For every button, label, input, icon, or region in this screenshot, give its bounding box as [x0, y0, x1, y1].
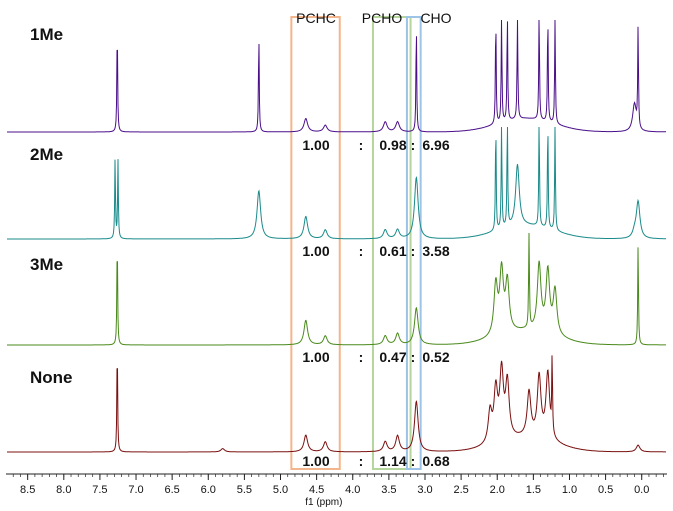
ratio-label-none-2: 1.14: [379, 453, 406, 469]
x-tick-label-8.5: 8.5: [20, 484, 35, 496]
x-tick-label-4.5: 4.5: [309, 484, 324, 496]
x-tick-label-7.0: 7.0: [128, 484, 143, 496]
series-label-2me: 2Me: [30, 145, 63, 164]
ratio-label-3me-3: :: [411, 349, 416, 365]
region-label-pcho: PCHO: [362, 10, 403, 26]
ratio-label-3me-4: 0.52: [422, 349, 449, 365]
ratio-label-none-0: 1.00: [302, 453, 329, 469]
region-label-pchc: PCHC: [296, 10, 336, 26]
x-tick-label-2.5: 2.5: [453, 484, 468, 496]
region-box-pcho: [371, 16, 412, 470]
x-tick-label-1.0: 1.0: [562, 484, 577, 496]
spectra-layer: [7, 19, 666, 453]
ratio-label-2me-2: 0.61: [379, 243, 406, 259]
spectrum-line-2me: [7, 126, 666, 240]
ratio-label-none-1: :: [359, 453, 364, 469]
x-tick-label-5.5: 5.5: [237, 484, 252, 496]
x-tick-label-7.5: 7.5: [92, 484, 107, 496]
label-layer: PCHC PCHO CHO1Me1.00:0.98:6.962Me1.00:0.61…: [30, 10, 452, 469]
x-tick-label-0.5: 0.5: [598, 484, 613, 496]
ratio-label-1me-1: :: [359, 137, 364, 153]
ratio-label-2me-4: 3.58: [422, 243, 449, 259]
x-tick-label-2.0: 2.0: [490, 484, 505, 496]
spectrum-line-3me: [7, 232, 666, 346]
series-label-none: None: [30, 368, 73, 387]
ratio-label-3me-1: :: [359, 349, 364, 365]
ratio-label-1me-0: 1.00: [302, 137, 329, 153]
x-tick-label-3.0: 3.0: [417, 484, 432, 496]
x-tick-label-1.5: 1.5: [526, 484, 541, 496]
ratio-label-2me-1: :: [359, 243, 364, 259]
region-label-cho: CHO: [420, 10, 451, 26]
spectrum-line-none: [7, 355, 666, 453]
ratio-label-none-3: :: [411, 453, 416, 469]
ratio-label-none-4: 0.68: [422, 453, 449, 469]
ratio-label-2me-0: 1.00: [302, 243, 329, 259]
x-tick-label-4.0: 4.0: [345, 484, 360, 496]
ratio-label-2me-3: :: [411, 243, 416, 259]
x-tick-label-5.0: 5.0: [273, 484, 288, 496]
region-highlight-layer: [290, 16, 422, 470]
ratio-label-1me-4: 6.96: [422, 137, 449, 153]
spectrum-line-1me: [7, 19, 666, 133]
x-tick-label-6.0: 6.0: [201, 484, 216, 496]
x-tick-label-8.0: 8.0: [56, 484, 71, 496]
ratio-label-3me-2: 0.47: [379, 349, 406, 365]
ratio-label-3me-0: 1.00: [302, 349, 329, 365]
x-tick-label-6.5: 6.5: [165, 484, 180, 496]
region-box-cho: [405, 16, 422, 470]
series-label-3me: 3Me: [30, 255, 63, 274]
x-tick-label-3.5: 3.5: [381, 484, 396, 496]
x-axis: 8.5 8.0 7.5 7.0 6.5 6.0 5.5 5.0 4.5 4.0 3.5 3.0 2.5 2…: [6, 473, 667, 508]
region-box-pchc: [290, 16, 341, 470]
x-axis-label: f1 (ppm): [305, 497, 342, 508]
ratio-label-1me-2: 0.98: [379, 137, 406, 153]
x-tick-label-0.0: 0.0: [634, 484, 649, 496]
ratio-label-1me-3: :: [411, 137, 416, 153]
series-label-1me: 1Me: [30, 25, 63, 44]
